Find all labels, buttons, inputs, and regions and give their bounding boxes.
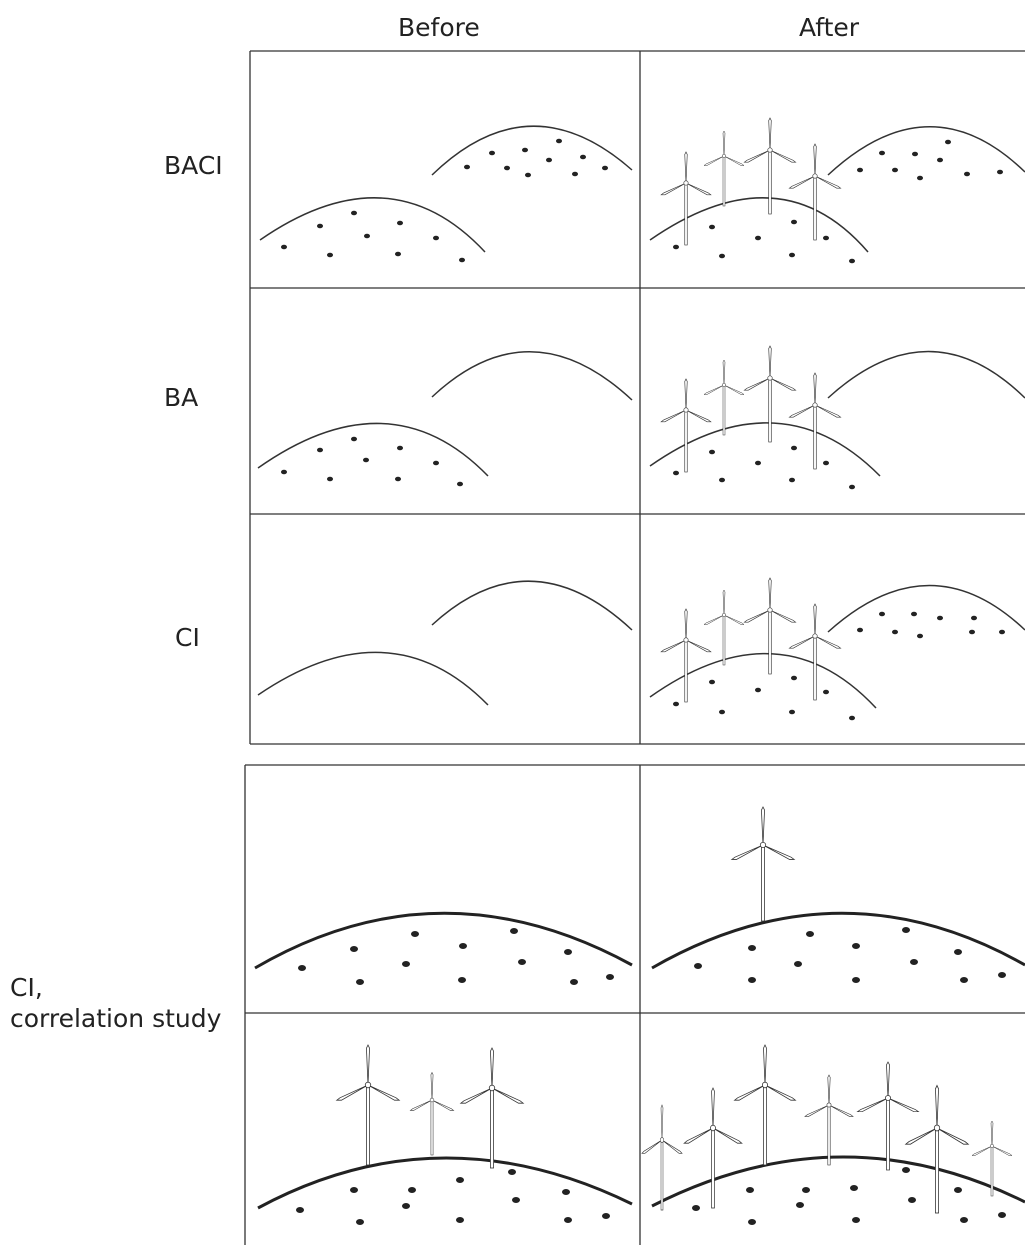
panel-cicorr-before-1 bbox=[254, 911, 633, 985]
panel-ci-before bbox=[257, 580, 633, 706]
panel-cicorr-after-2 bbox=[641, 1044, 1025, 1225]
organism-dots bbox=[673, 139, 1003, 264]
hill-outline bbox=[827, 584, 1025, 633]
hill-outline bbox=[431, 580, 633, 631]
hill-outline bbox=[651, 1155, 1025, 1208]
hill-outline bbox=[431, 351, 633, 401]
panel-baci-after bbox=[649, 117, 1025, 264]
panel-cicorr-before-2 bbox=[257, 1044, 633, 1225]
panel-baci-before bbox=[259, 125, 633, 263]
organism-dots bbox=[296, 1169, 610, 1225]
panel-ba-before bbox=[257, 351, 633, 487]
organism-dots bbox=[298, 928, 614, 985]
row-label-ci: CI bbox=[175, 623, 200, 652]
hill-outline bbox=[649, 652, 877, 709]
column-header-before: Before bbox=[398, 13, 480, 42]
hill-outline bbox=[259, 197, 486, 253]
hill-outline bbox=[257, 1156, 633, 1210]
top-grid bbox=[249, 50, 1025, 745]
hill-outline bbox=[257, 651, 489, 706]
row-label-baci: BACI bbox=[164, 151, 223, 180]
organism-dots bbox=[694, 927, 1006, 983]
row-label-ci-correlation: CI, correlation study bbox=[10, 972, 221, 1035]
row-label-ci-correlation-line1: CI, bbox=[10, 973, 43, 1002]
hill-outline bbox=[649, 197, 869, 253]
organism-dots bbox=[692, 1167, 1006, 1225]
column-header-after: After bbox=[799, 13, 860, 42]
hill-outline bbox=[431, 125, 633, 176]
hill-outline bbox=[649, 422, 881, 477]
row-label-ba: BA bbox=[164, 383, 199, 412]
row-label-ci-correlation-line2: correlation study bbox=[10, 1004, 222, 1034]
panel-ci-after bbox=[649, 577, 1025, 721]
bottom-grid bbox=[244, 764, 1025, 1245]
panel-cicorr-after-1 bbox=[651, 806, 1025, 983]
hill-outline bbox=[254, 911, 633, 970]
organism-dots bbox=[281, 138, 608, 263]
hill-outline bbox=[651, 911, 1025, 970]
organism-dots bbox=[281, 436, 463, 487]
panel-ba-after bbox=[649, 345, 1025, 490]
organism-dots bbox=[673, 611, 1005, 721]
organism-dots bbox=[673, 445, 855, 490]
hill-outline bbox=[257, 422, 489, 477]
hill-outline bbox=[827, 350, 1025, 399]
hill-outline bbox=[827, 126, 1025, 176]
